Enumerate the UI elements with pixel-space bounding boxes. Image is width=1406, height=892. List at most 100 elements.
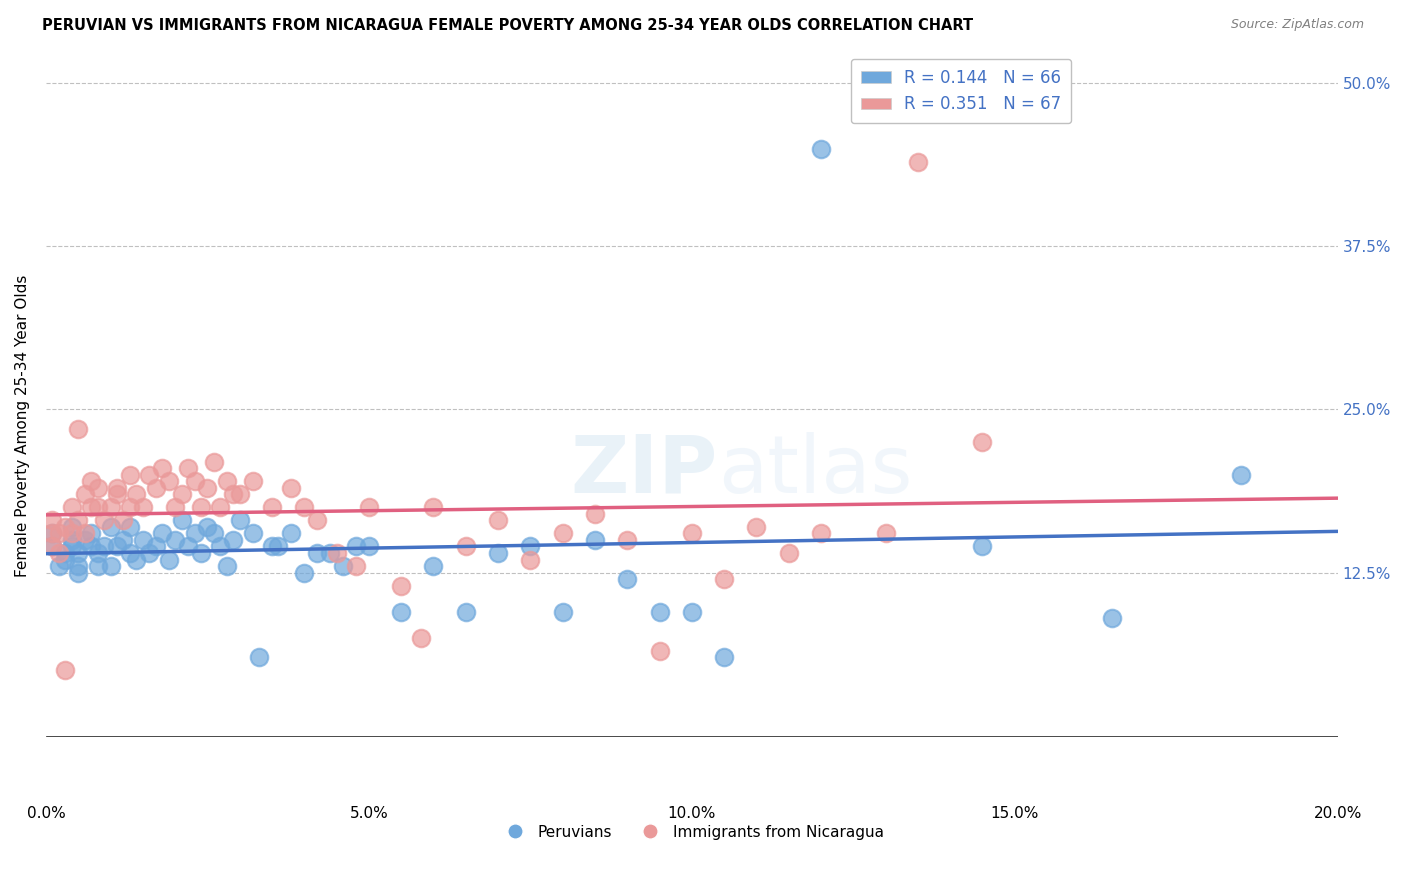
Point <box>157 474 180 488</box>
Point <box>319 546 342 560</box>
Point <box>280 526 302 541</box>
Point <box>260 540 283 554</box>
Point <box>145 540 167 554</box>
Point <box>67 513 90 527</box>
Point <box>41 540 63 554</box>
Point <box>228 487 250 501</box>
Point <box>112 513 135 527</box>
Point <box>100 559 122 574</box>
Point <box>165 500 187 515</box>
Point <box>260 500 283 515</box>
Point <box>41 526 63 541</box>
Point <box>138 467 160 482</box>
Point <box>648 605 671 619</box>
Point <box>222 487 245 501</box>
Text: ZIP: ZIP <box>571 432 717 510</box>
Point <box>105 481 128 495</box>
Point <box>972 540 994 554</box>
Point <box>713 572 735 586</box>
Point <box>150 526 173 541</box>
Point <box>118 546 141 560</box>
Point <box>209 500 232 515</box>
Point <box>307 546 329 560</box>
Point <box>41 513 63 527</box>
Point <box>177 540 200 554</box>
Legend: Peruvians, Immigrants from Nicaragua: Peruvians, Immigrants from Nicaragua <box>494 819 890 846</box>
Point <box>118 500 141 515</box>
Point <box>165 533 187 547</box>
Point <box>80 540 103 554</box>
Point <box>86 481 108 495</box>
Point <box>222 533 245 547</box>
Point <box>409 631 432 645</box>
Point <box>215 559 238 574</box>
Point <box>73 533 96 547</box>
Point <box>118 520 141 534</box>
Point <box>53 546 76 560</box>
Point <box>202 526 225 541</box>
Point <box>292 500 315 515</box>
Point <box>118 467 141 482</box>
Point <box>616 533 638 547</box>
Point <box>209 540 232 554</box>
Point <box>93 540 115 554</box>
Point <box>100 500 122 515</box>
Point <box>67 559 90 574</box>
Point <box>810 142 832 156</box>
Point <box>197 520 219 534</box>
Point <box>53 664 76 678</box>
Point <box>177 461 200 475</box>
Point <box>125 487 148 501</box>
Point <box>1229 467 1251 482</box>
Point <box>202 455 225 469</box>
Point <box>105 540 128 554</box>
Point <box>73 487 96 501</box>
Point <box>551 526 574 541</box>
Point <box>875 526 897 541</box>
Point <box>183 474 205 488</box>
Point <box>551 605 574 619</box>
Point <box>86 559 108 574</box>
Point <box>519 552 541 566</box>
Point <box>93 513 115 527</box>
Point <box>48 546 70 560</box>
Point <box>242 526 264 541</box>
Point <box>907 154 929 169</box>
Point <box>583 533 606 547</box>
Point <box>389 579 412 593</box>
Point <box>486 513 509 527</box>
Point <box>132 533 155 547</box>
Point <box>80 474 103 488</box>
Point <box>145 481 167 495</box>
Point <box>325 546 347 560</box>
Point <box>60 533 83 547</box>
Point <box>215 474 238 488</box>
Text: PERUVIAN VS IMMIGRANTS FROM NICARAGUA FEMALE POVERTY AMONG 25-34 YEAR OLDS CORRE: PERUVIAN VS IMMIGRANTS FROM NICARAGUA FE… <box>42 18 973 33</box>
Point <box>48 559 70 574</box>
Point <box>810 526 832 541</box>
Point <box>247 650 270 665</box>
Point <box>357 500 380 515</box>
Point <box>357 540 380 554</box>
Point <box>80 500 103 515</box>
Point <box>132 500 155 515</box>
Point <box>86 546 108 560</box>
Point <box>67 566 90 580</box>
Point <box>1101 611 1123 625</box>
Text: Source: ZipAtlas.com: Source: ZipAtlas.com <box>1230 18 1364 31</box>
Point <box>242 474 264 488</box>
Text: atlas: atlas <box>717 432 912 510</box>
Point <box>267 540 290 554</box>
Point <box>138 546 160 560</box>
Point <box>332 559 354 574</box>
Point <box>112 533 135 547</box>
Point <box>105 487 128 501</box>
Point <box>486 546 509 560</box>
Point <box>228 513 250 527</box>
Point <box>60 540 83 554</box>
Point <box>519 540 541 554</box>
Point <box>190 546 212 560</box>
Point <box>170 487 193 501</box>
Point <box>344 540 367 554</box>
Point <box>60 526 83 541</box>
